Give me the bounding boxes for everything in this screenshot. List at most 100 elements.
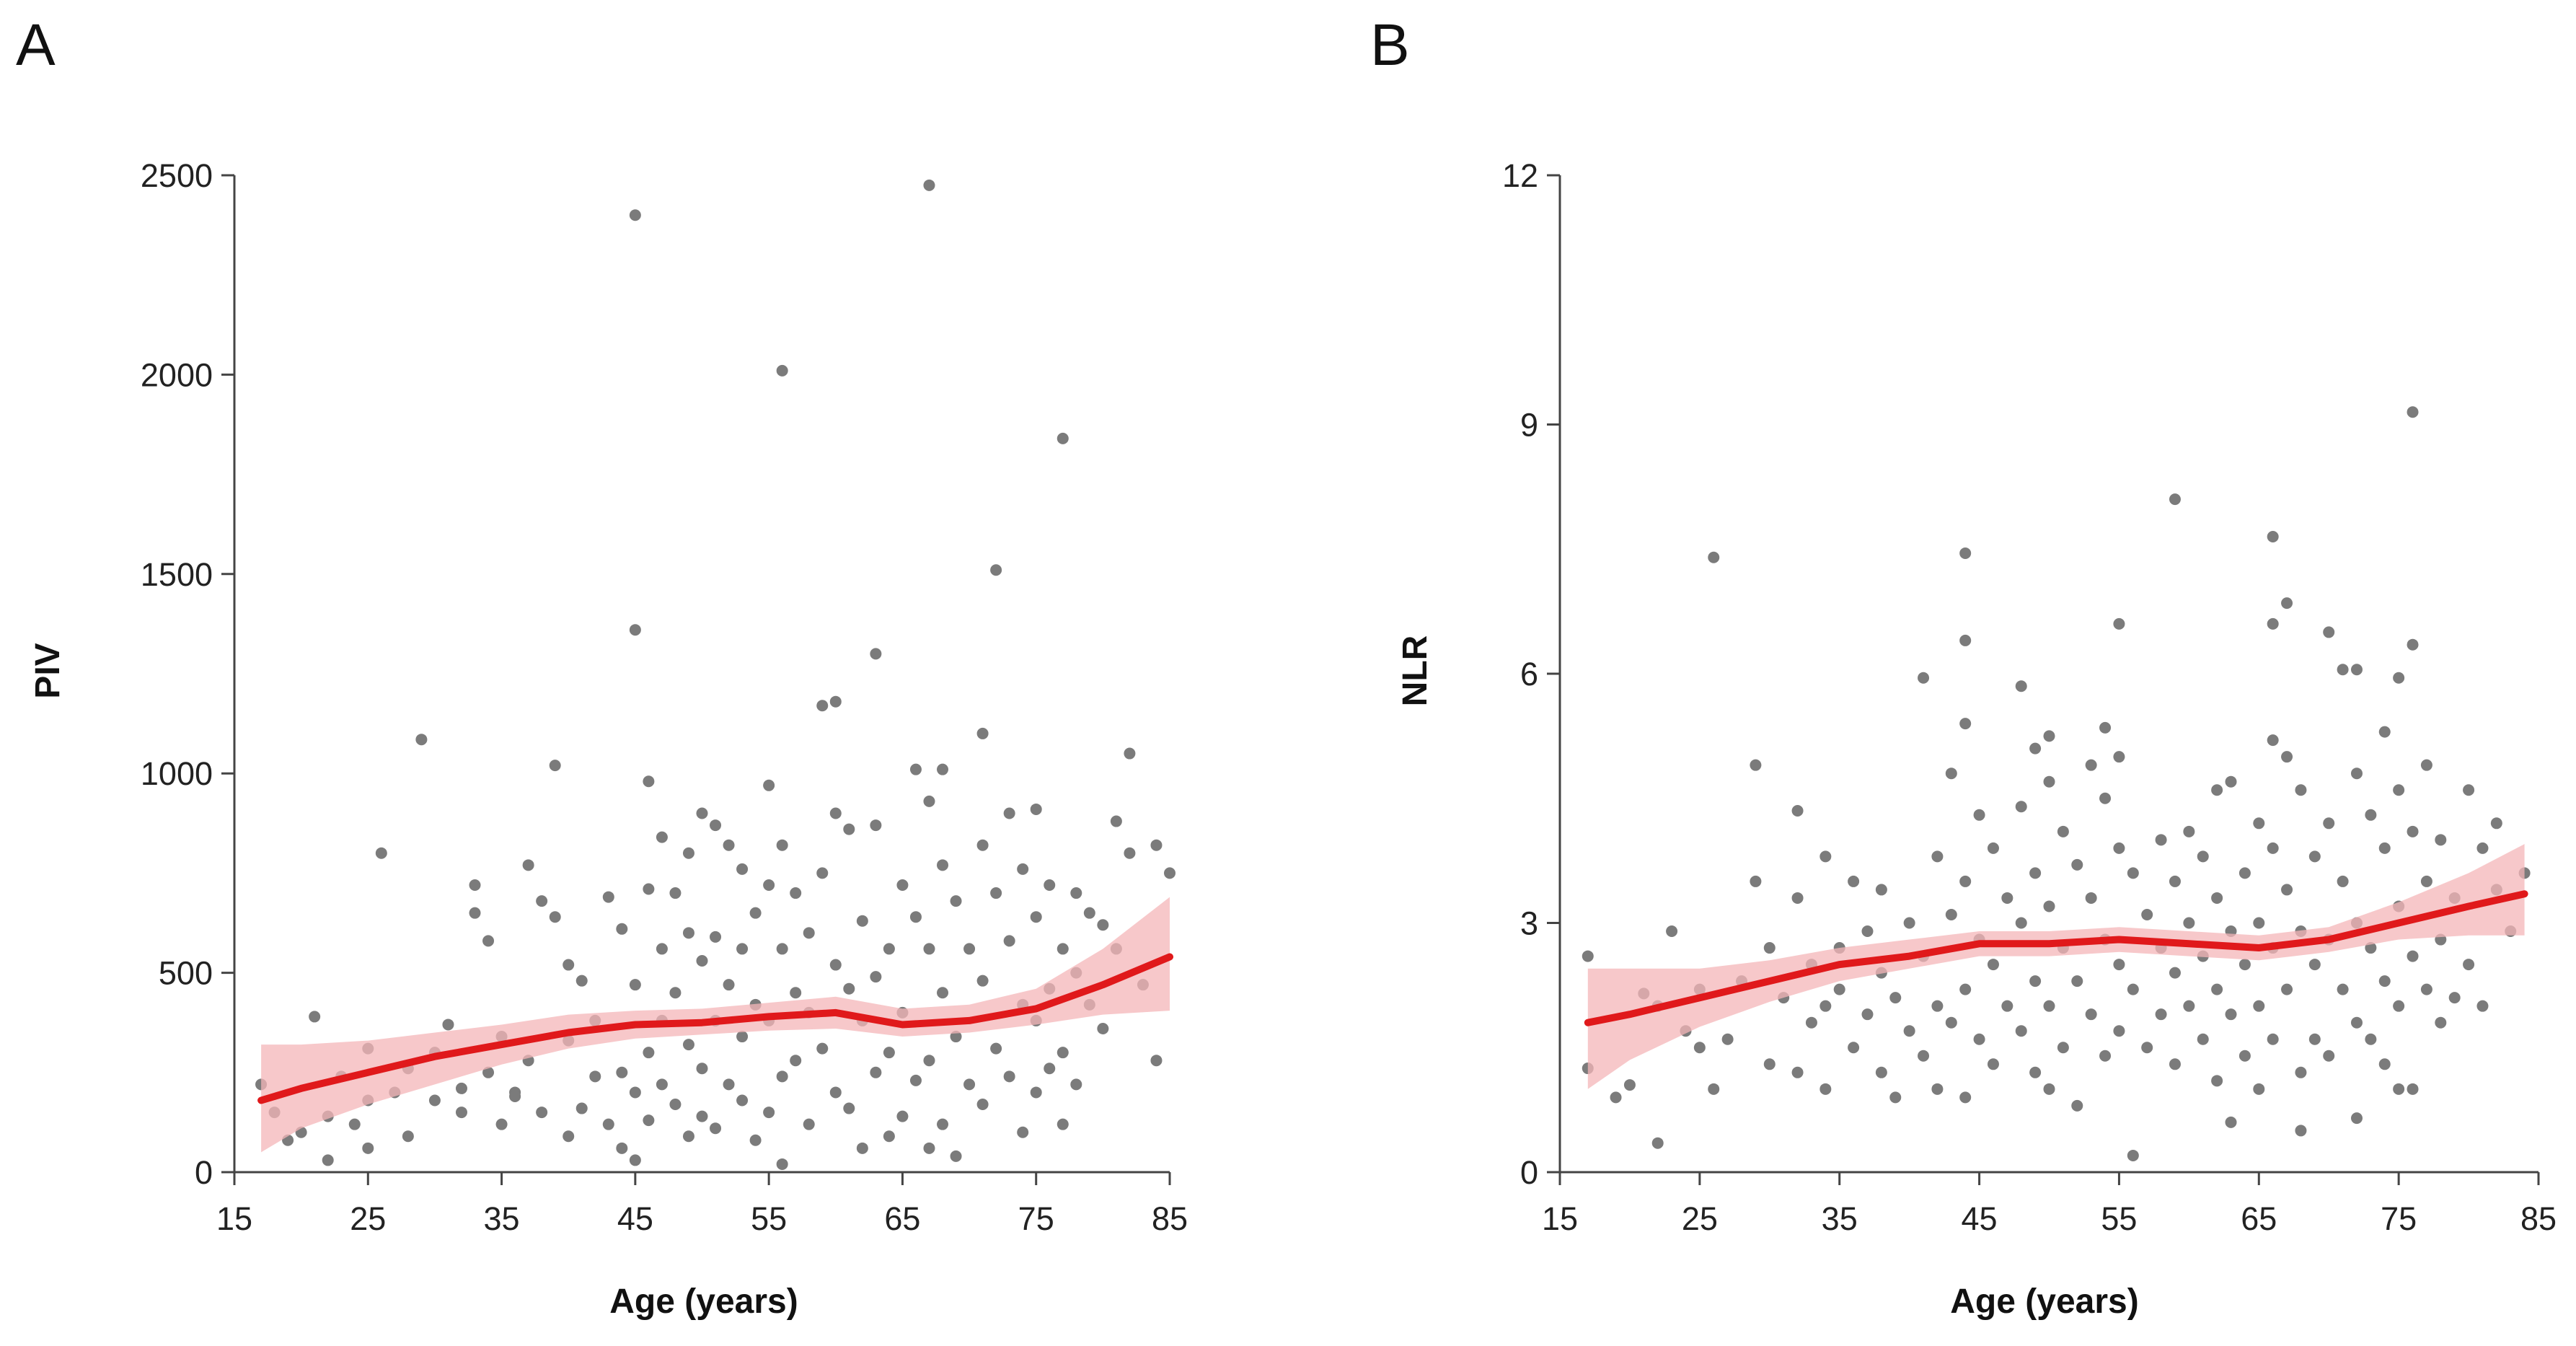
- panel-b-data-point: [1987, 842, 1999, 854]
- panel-b-data-point: [2281, 751, 2293, 763]
- panel-a-data-point: [843, 1102, 855, 1114]
- panel-b-data-point: [1623, 1079, 1636, 1091]
- panel-a-data-point: [829, 807, 842, 819]
- panel-b-x-tick-label: 15: [1542, 1200, 1578, 1237]
- panel-a-data-point: [763, 879, 775, 891]
- panel-b-data-point: [2127, 1149, 2139, 1161]
- panel-b-data-point: [1791, 892, 1804, 904]
- panel-b-x-tick-label: 85: [2520, 1200, 2557, 1237]
- panel-a-data-point: [1150, 1055, 1163, 1067]
- panel-b-data-point: [2490, 817, 2502, 830]
- panel-a-y-tick-label: 500: [159, 955, 213, 992]
- panel-a-data-point: [549, 911, 561, 923]
- panel-a-data-point: [923, 179, 935, 191]
- panel-b-data-point: [2463, 959, 2475, 971]
- panel-a-data-point: [522, 859, 534, 871]
- panel-a-data-point: [1110, 815, 1122, 827]
- panel-a-data-point: [870, 1066, 882, 1078]
- panel-a-data-point: [790, 887, 802, 899]
- panel-a-data-point: [1124, 847, 1136, 859]
- panel-b-x-axis-title: Age (years): [1950, 1283, 2138, 1321]
- panel-a-data-point: [415, 734, 428, 746]
- panel-a-data-point: [1070, 1078, 1082, 1091]
- panel-a-data-point: [816, 867, 829, 879]
- panel-b-y-tick-label: 3: [1520, 905, 1538, 942]
- panel-b-data-point: [1959, 1091, 1972, 1104]
- panel-b-data-point: [2141, 1042, 2153, 1054]
- panel-a-data-point: [883, 1130, 895, 1143]
- panel-b-x-tick-label: 35: [1822, 1200, 1858, 1237]
- panel-a-data-point: [816, 1042, 829, 1055]
- panel-b-data-point: [1833, 983, 1845, 995]
- panel-b-data-point: [1959, 634, 1972, 646]
- panel-b-data-point: [1959, 983, 1972, 995]
- panel-a-plot-area: 0 500 1000 1500 2000 2500 15 25 35 45 55 65 75 85: [141, 157, 1188, 1237]
- panel-b-data-point: [2378, 1058, 2391, 1070]
- panel-b-data-point: [1750, 759, 1762, 771]
- panel-a-data-point: [563, 959, 575, 971]
- panel-a-data-point: [976, 839, 989, 851]
- panel-a-data-point: [616, 923, 628, 935]
- panel-b-data-point: [2323, 817, 2335, 830]
- panel-a-data-point: [536, 895, 548, 907]
- panel-b-data-point: [2435, 1016, 2447, 1029]
- panel-a-data-point: [803, 1118, 815, 1130]
- panel-b-data-point: [2253, 817, 2265, 830]
- panel-b-data-point: [2267, 842, 2279, 854]
- panel-b-letter: B: [1370, 12, 1410, 78]
- panel-a-data-point: [643, 1114, 655, 1127]
- panel-a-data-point: [883, 1047, 895, 1059]
- panel-b-data-point: [2225, 775, 2237, 788]
- panel-b-data-point: [2001, 1000, 2013, 1012]
- panel-b-data-point: [1763, 942, 1776, 954]
- panel-b-data-point: [2113, 751, 2125, 763]
- panel-b-plot-area: 0 3 6 9 12 15 25 35 45 55 65 75 85: [1502, 157, 2557, 1237]
- panel-b-data-point: [2267, 734, 2279, 747]
- panel-b-data-point: [2057, 1042, 2069, 1054]
- panel-a-data-point: [442, 1019, 454, 1031]
- panel-b-data-point: [2225, 1116, 2237, 1128]
- panel-b-confidence-band: [1587, 844, 2525, 1089]
- panel-a-data-point: [469, 907, 481, 919]
- panel-a-data-point: [616, 1066, 628, 1078]
- panel-a-data-point: [749, 1134, 762, 1146]
- panel-b-data-point: [2393, 672, 2405, 684]
- panel-a-data-point: [375, 847, 387, 859]
- panel-b-data-point: [2169, 875, 2181, 887]
- panel-a-data-point: [669, 987, 682, 999]
- panel-b-data-point: [2169, 493, 2181, 506]
- panel-b-data-point: [2225, 1008, 2237, 1021]
- panel-b-data-point: [2463, 784, 2475, 796]
- panel-a-y-tick-label: 2000: [141, 356, 213, 393]
- panel-a-data-point: [963, 1078, 976, 1091]
- panel-b-y-tick-label: 9: [1520, 407, 1538, 444]
- panel-b-data-point: [2127, 867, 2139, 879]
- panel-a-data-point: [843, 982, 855, 995]
- panel-a-data-point: [870, 648, 882, 660]
- panel-b-data-point: [2043, 775, 2055, 788]
- panel-a-data-point: [616, 1142, 628, 1154]
- panel-b-data-point: [2295, 784, 2307, 796]
- panel-b-data-point: [1708, 551, 1720, 563]
- panel-a-data-point: [937, 987, 949, 999]
- panel-a-data-point: [482, 1066, 495, 1078]
- panel-b-data-point: [1945, 1016, 1957, 1029]
- panel-a-data-point: [1030, 803, 1042, 815]
- panel-a-data-point: [575, 975, 588, 987]
- panel-a-data-point: [482, 935, 495, 947]
- panel-b-data-point: [2407, 638, 2419, 651]
- panel-a-data-point: [1057, 1047, 1069, 1059]
- panel-a-data-point: [990, 1042, 1002, 1055]
- panel-a-data-point: [629, 1086, 641, 1099]
- panel-b-data-point: [2085, 892, 2097, 904]
- panel-b-data-point: [1666, 925, 1678, 938]
- panel-a-data-point: [829, 959, 842, 971]
- panel-b-data-point: [2253, 917, 2265, 929]
- panel-b-y-tick-label: 0: [1520, 1154, 1538, 1191]
- panel-b-data-point: [2378, 726, 2391, 738]
- panel-b-data-point: [2029, 742, 2042, 755]
- panel-b-data-point: [2378, 842, 2391, 854]
- panel-b-data-point: [2015, 680, 2027, 692]
- panel-a-data-point: [696, 807, 708, 819]
